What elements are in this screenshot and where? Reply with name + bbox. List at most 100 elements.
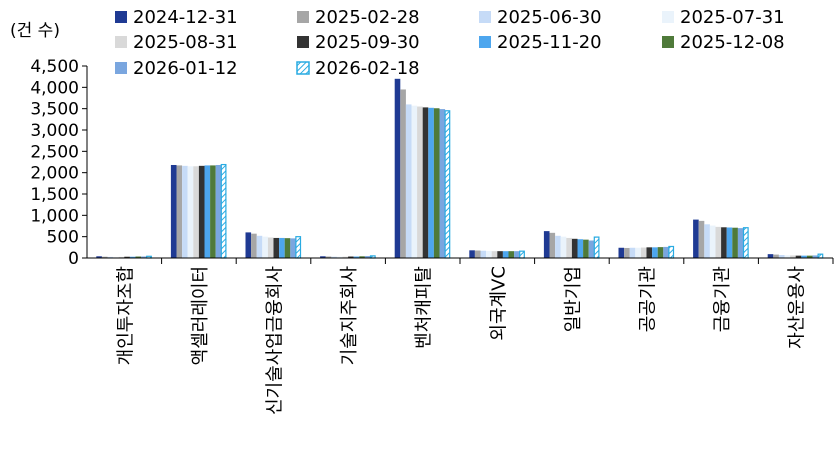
bar-2026-01-12-공공기관 [663,246,669,258]
bar-2026-02-18-공공기관 [668,245,675,259]
legend-swatch-2026-01-12 [115,62,127,74]
bar-2025-02-28-액셀러레이터 [176,165,183,258]
y-tick-label: 4,000 [30,78,79,98]
bar-2024-12-31-금융기관 [693,219,699,258]
bar-2025-02-28-신기술사업금융회사 [251,233,257,258]
bar-2024-12-31-액셀러레이터 [170,164,177,258]
bar-2026-01-12-기술지주회사 [364,256,371,258]
legend-swatch-2025-09-30 [297,36,309,48]
bar-2025-06-30-일반기업 [555,235,561,258]
x-category-label: 금융기관 [712,266,733,332]
bar-2025-12-08-개인투자조합 [135,256,142,258]
legend-label-2025-12-08: 2025-12-08 [680,32,785,53]
y-tick-label: 2,000 [30,164,79,184]
bar-2025-08-31-자산운용사 [790,255,796,258]
bar-2025-07-31-액셀러레이터 [187,166,194,258]
legend-label-2026-02-18: 2026-02-18 [315,58,420,79]
bar-2025-12-08-신기술사업금융회사 [284,238,291,258]
bar-2025-11-20-자산운용사 [801,255,807,258]
bar-2024-12-31-신기술사업금융회사 [245,232,252,258]
bar-2026-02-18-일반기업 [593,236,600,259]
bar-2025-06-30-자산운용사 [778,255,785,258]
bar-2025-08-31-액셀러레이터 [193,166,199,258]
bar-2025-11-20-신기술사업금융회사 [279,237,285,258]
bar-2025-02-28-벤처캐피탈 [400,89,406,258]
y-tick-label: 2,500 [30,142,79,162]
bar-2026-01-12-개인투자조합 [141,256,147,258]
legend-label-2024-12-31: 2024-12-31 [133,7,238,28]
bar-2025-11-20-기술지주회사 [353,256,360,258]
bar-2026-02-18-외국계VC [519,250,525,259]
legend-label-2025-07-31: 2025-07-31 [680,7,785,28]
legend-label-2025-02-28: 2025-02-28 [315,7,420,28]
bar-2025-08-31-기술지주회사 [342,256,349,258]
y-tick-label: 3,000 [30,121,79,141]
bar-2026-01-12-액셀러레이터 [215,164,222,258]
bar-2025-02-28-일반기업 [549,232,556,258]
bar-2025-07-31-공공기관 [635,247,641,258]
bar-2025-02-28-개인투자조합 [101,256,108,258]
bar-2025-12-08-공공기관 [657,247,664,258]
bar-2024-12-31-일반기업 [543,231,550,258]
bar-2025-07-31-신기술사업금융회사 [262,236,268,258]
legend-swatch-2025-07-31 [662,11,674,23]
bar-2025-08-31-공공기관 [640,247,647,258]
bar-2025-08-31-금융기관 [715,226,722,258]
y-tick-label: 4,500 [30,57,79,77]
y-tick-label: 1,500 [30,185,79,205]
bar-2025-06-30-금융기관 [704,224,710,258]
bar-2025-08-31-외국계VC [491,251,498,258]
bar-2026-02-18-신기술사업금융회사 [295,236,302,259]
y-tick-label: 1,000 [30,206,79,226]
bar-2025-12-08-벤처캐피탈 [433,108,440,259]
bar-2025-08-31-벤처캐피탈 [417,106,423,258]
bar-2025-06-30-신기술사업금융회사 [256,235,263,258]
bar-2024-12-31-공공기관 [618,247,625,258]
bar-2025-02-28-자산운용사 [773,254,779,258]
bar-2026-01-12-외국계VC [514,251,520,258]
y-tick-label: 3,500 [30,100,79,120]
bar-2026-01-12-자산운용사 [812,255,819,258]
bar-2025-09-30-신기술사업금융회사 [273,237,280,258]
bar-2025-09-30-일반기업 [571,238,578,258]
x-axis: 개인투자조합 액셀러레이터 신기술사업금융회사 기술지주회사 벤처캐피탈 외국계VC 일반기… [87,257,834,415]
bar-2025-06-30-공공기관 [629,247,636,258]
bar-2025-11-20-외국계VC [502,251,509,258]
bar-2024-12-31-개인투자조합 [96,256,102,258]
bar-2026-01-12-금융기관 [737,228,744,258]
bar-2025-09-30-기술지주회사 [348,256,354,258]
bar-2025-02-28-금융기관 [698,220,705,258]
bar-2026-02-18-금융기관 [742,227,749,259]
bar-2025-09-30-자산운용사 [795,255,802,258]
bar-2025-09-30-벤처캐피탈 [422,107,429,258]
bar-2026-02-18-자산운용사 [817,253,824,259]
x-category-label: 기술지주회사 [339,266,360,366]
bar-2025-12-08-일반기업 [583,239,589,258]
bar-2026-01-12-벤처캐피탈 [439,109,446,258]
bar-2026-02-18-액셀러레이터 [220,163,227,259]
legend-swatch-2025-02-28 [297,11,309,23]
bar-2025-12-08-자산운용사 [806,255,813,258]
bar-2024-12-31-벤처캐피탈 [394,78,401,258]
bar-2024-12-31-외국계VC [469,250,475,258]
x-category-label: 일반기업 [563,266,584,332]
bar-2024-12-31-자산운용사 [767,254,774,258]
x-category-label: 액셀러레이터 [190,266,211,365]
x-category-label: 개인투자조합 [115,266,136,365]
bar-2025-07-31-일반기업 [560,236,567,258]
y-tick-label: 500 [47,228,79,248]
bar-2025-09-30-외국계VC [497,251,503,258]
x-category-label: 벤처캐피탈 [414,266,435,349]
bar-2025-07-31-자산운용사 [784,255,791,258]
legend-label-2025-09-30: 2025-09-30 [315,32,420,53]
legend-label-2026-01-12: 2026-01-12 [133,58,238,79]
bar-2025-08-31-신기술사업금융회사 [267,237,274,258]
bar-2026-02-18-벤처캐피탈 [444,110,451,259]
bar-2025-08-31-개인투자조합 [118,256,125,258]
bar-2025-02-28-공공기관 [624,247,630,258]
bar-2025-09-30-금융기관 [721,227,727,258]
bar-2025-12-08-외국계VC [508,251,515,258]
bar-2025-11-20-금융기관 [726,227,733,258]
legend-label-2025-08-31: 2025-08-31 [133,32,238,53]
